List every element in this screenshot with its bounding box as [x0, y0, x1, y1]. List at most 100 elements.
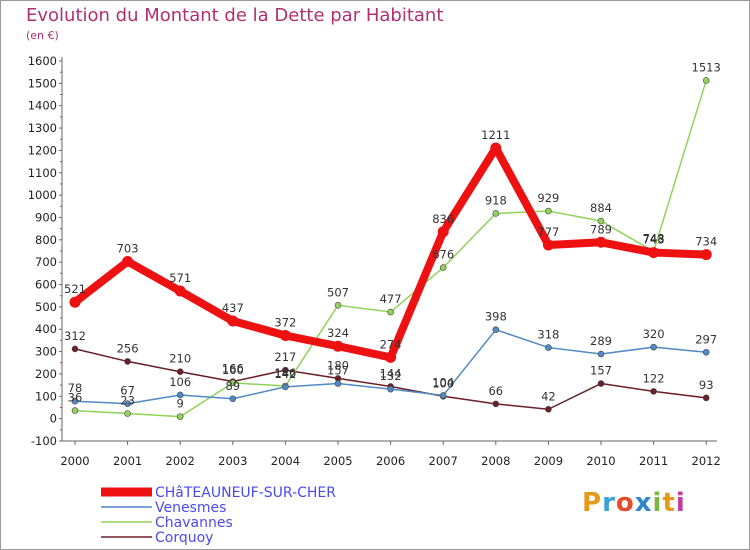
data-point	[702, 394, 710, 402]
axes: -100 0 100 200 300 400 500 600 700 800 900 1000 1100…	[28, 54, 721, 468]
logo-letter: i	[652, 488, 663, 518]
legend-entry: Venesmes	[155, 500, 226, 516]
data-label: 122	[643, 371, 665, 385]
data-point	[387, 308, 394, 316]
data-label: 289	[590, 334, 612, 348]
data-label: 477	[380, 292, 402, 306]
y-tick-label: 1600	[28, 54, 57, 68]
data-label: 320	[643, 327, 665, 341]
x-tick-label: 2000	[60, 454, 89, 468]
y-tick-label: 900	[35, 210, 57, 224]
data-point	[437, 226, 449, 238]
data-label: 23	[120, 394, 135, 408]
data-label: 507	[327, 285, 349, 299]
data-point	[279, 329, 291, 341]
data-point	[545, 405, 552, 413]
y-tick-label: 500	[35, 300, 57, 314]
data-point	[124, 410, 131, 417]
x-tick-label: 2012	[692, 454, 721, 468]
series-layer	[69, 77, 712, 420]
data-point	[229, 379, 237, 387]
data-point	[385, 351, 397, 363]
logo-letter: r	[602, 488, 616, 518]
data-label: 89	[225, 379, 240, 393]
data-label: 521	[64, 282, 86, 296]
data-label: 676	[432, 248, 454, 262]
data-label: 929	[537, 191, 559, 205]
data-label: 1211	[481, 128, 510, 142]
x-tick-label: 2011	[639, 454, 668, 468]
x-tick-label: 2005	[323, 454, 352, 468]
x-tick-label: 2001	[113, 454, 142, 468]
data-label: 274	[380, 337, 402, 351]
data-point	[71, 407, 79, 414]
data-point	[492, 210, 500, 217]
data-point	[176, 391, 184, 399]
data-point	[227, 315, 239, 327]
data-label: 836	[432, 212, 454, 226]
y-tick-label: 1000	[28, 188, 57, 202]
x-tick-label: 2003	[218, 454, 247, 468]
data-label: 437	[222, 301, 244, 315]
data-point	[700, 249, 712, 261]
x-tick-label: 2008	[481, 454, 510, 468]
data-point	[229, 395, 237, 403]
data-label: 104	[432, 375, 454, 389]
data-point	[387, 385, 394, 393]
data-label: 217	[274, 350, 296, 364]
data-point	[648, 247, 660, 259]
y-tick-label: 400	[35, 322, 57, 336]
x-tick-label: 2006	[376, 454, 405, 468]
data-point	[545, 344, 552, 351]
data-label: 743	[643, 233, 665, 247]
data-label: 157	[327, 364, 349, 378]
data-label: 9	[177, 397, 184, 411]
data-point	[334, 302, 342, 309]
data-point	[282, 383, 289, 391]
y-tick-label: 300	[35, 345, 57, 359]
y-tick-label: 1100	[28, 166, 57, 180]
data-label: 318	[537, 328, 559, 342]
y-tick-label: 1300	[28, 121, 57, 135]
data-label: 256	[117, 341, 139, 355]
y-tick-label: 1400	[28, 99, 57, 113]
data-point	[702, 77, 710, 84]
y-tick-label: 600	[35, 278, 57, 292]
legend-entry: CHâTEAUNEUF-SUR-CHER	[155, 485, 336, 501]
data-label: 210	[169, 352, 191, 366]
data-point	[69, 296, 81, 308]
data-label: 180	[327, 358, 349, 372]
logo-letter: P	[582, 488, 603, 518]
data-point	[439, 264, 447, 271]
y-tick-label: 1500	[28, 76, 57, 90]
data-label: 67	[120, 384, 135, 398]
data-point	[650, 343, 657, 351]
data-label: 78	[68, 381, 83, 395]
data-label: 777	[537, 225, 559, 239]
y-tick-label: -100	[31, 434, 57, 448]
data-label: 144	[380, 366, 402, 380]
legend-entry: Chavannes	[155, 515, 233, 531]
x-tick-label: 2004	[271, 454, 300, 468]
data-label: 166	[222, 362, 244, 376]
data-point	[71, 397, 79, 405]
data-label: 297	[695, 332, 717, 346]
data-label: 734	[695, 235, 717, 249]
data-label: 918	[485, 193, 507, 207]
data-label: 372	[274, 315, 296, 329]
data-label: 100	[432, 376, 454, 390]
data-point	[542, 239, 554, 251]
data-point	[650, 388, 657, 395]
data-label: 42	[541, 389, 556, 403]
data-label: 884	[590, 201, 612, 215]
data-point	[595, 236, 607, 248]
data-point	[545, 207, 552, 215]
data-label: 703	[117, 242, 139, 256]
data-label: 36	[68, 391, 83, 405]
data-label: 157	[590, 364, 612, 378]
chart-subtitle: (en €)	[26, 29, 59, 42]
data-point	[124, 358, 131, 365]
x-tick-label: 2007	[429, 454, 458, 468]
x-tick-label: 2010	[586, 454, 615, 468]
logo-letter: t	[662, 488, 676, 518]
